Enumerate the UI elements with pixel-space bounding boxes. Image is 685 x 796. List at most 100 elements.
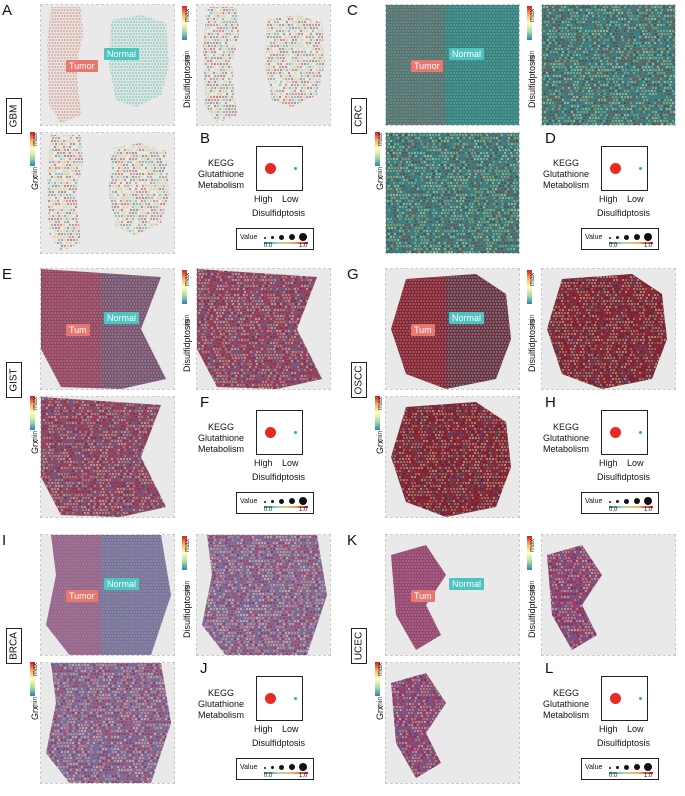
colorbar-max-label: max bbox=[377, 663, 384, 676]
kegg-line: Glutathione bbox=[531, 433, 601, 444]
legend-size-dot bbox=[616, 766, 619, 769]
panel-block-crc: C Tumor Normal max min Disulfidptosis CRC max mi… bbox=[345, 0, 685, 262]
dot-plot-frame bbox=[256, 410, 303, 455]
legend-title: Value bbox=[585, 498, 602, 505]
disulfidptosis-score-image bbox=[541, 534, 676, 656]
kegg-line: Glutathione bbox=[186, 169, 256, 180]
grx-score-image bbox=[385, 132, 520, 254]
panel-letter: H bbox=[545, 394, 556, 411]
x-tick-low: Low bbox=[627, 724, 644, 734]
legend-size-dot bbox=[634, 498, 640, 504]
grx-score-image bbox=[40, 662, 175, 784]
legend-min-label: 0.0 bbox=[264, 773, 272, 779]
kegg-pathway-label: KEGG Glutathione Metabolism bbox=[186, 688, 256, 721]
kegg-line: KEGG bbox=[531, 688, 601, 699]
grx-score-image bbox=[40, 396, 175, 518]
tumor-label: Tumor bbox=[66, 60, 98, 72]
x-tick-high: High bbox=[254, 724, 273, 734]
high-dot bbox=[610, 693, 621, 704]
tumor-label: Tumor bbox=[411, 60, 443, 72]
colorbar-max-label: max bbox=[184, 539, 191, 552]
kegg-pathway-label: KEGG Glutathione Metabolism bbox=[531, 158, 601, 191]
panel-letter: D bbox=[545, 130, 556, 147]
panel-letter: B bbox=[200, 130, 210, 147]
panel-block-gist: E Tum Normal max min Disulfidptosis GIST max min… bbox=[0, 264, 340, 526]
colorbar-max-label: max bbox=[184, 9, 191, 22]
cancer-type-label: GBM bbox=[6, 98, 22, 134]
legend-size-dot bbox=[624, 765, 629, 770]
legend-gradient bbox=[264, 242, 308, 244]
x-tick-high: High bbox=[599, 194, 618, 204]
colorbar bbox=[375, 132, 380, 166]
dot-plot-frame bbox=[256, 146, 303, 191]
low-dot bbox=[294, 167, 297, 170]
x-axis-title: Disulfidptosis bbox=[597, 208, 650, 218]
legend-size-dot bbox=[644, 763, 652, 771]
colorbar bbox=[30, 132, 35, 166]
colorbar bbox=[375, 396, 380, 430]
x-axis-title: Disulfidptosis bbox=[252, 472, 305, 482]
colorbar-max-label: max bbox=[529, 9, 536, 22]
legend-size-dot bbox=[609, 501, 611, 503]
colorbar-max-label: max bbox=[184, 273, 191, 286]
normal-label: Normal bbox=[449, 48, 485, 60]
disulfidptosis-score-image bbox=[541, 268, 676, 390]
cancer-type-label: BRCA bbox=[6, 628, 22, 664]
dot-plot-frame bbox=[601, 410, 648, 455]
disulfidptosis-score-image bbox=[196, 534, 331, 656]
legend-size-dot bbox=[616, 236, 619, 239]
colorbar-max-label: max bbox=[32, 397, 39, 410]
x-tick-high: High bbox=[254, 194, 273, 204]
kegg-line: KEGG bbox=[186, 158, 256, 169]
colorbar-max-label: max bbox=[377, 133, 384, 146]
grx-axis-label: Grx bbox=[375, 176, 385, 191]
legend-size-dot bbox=[609, 767, 611, 769]
panel-letter: J bbox=[200, 660, 208, 677]
legend-gradient bbox=[609, 242, 653, 244]
panel-letter: G bbox=[347, 266, 359, 283]
x-tick-low: Low bbox=[282, 194, 299, 204]
disulfidptosis-axis-label: Disulfidptosis bbox=[527, 319, 537, 372]
legend-size-dot bbox=[271, 236, 274, 239]
panel-letter: F bbox=[200, 394, 209, 411]
x-tick-high: High bbox=[599, 724, 618, 734]
panel-block-oscc: G Tum Normal max min Disulfidptosis OSCC max min… bbox=[345, 264, 685, 526]
tissue-cluster-image bbox=[385, 268, 520, 390]
cancer-type-label: GIST bbox=[6, 362, 22, 398]
legend-gradient bbox=[264, 772, 308, 774]
legend-gradient bbox=[609, 506, 653, 508]
legend-size-dot bbox=[271, 766, 274, 769]
cancer-type-text: GIST bbox=[9, 368, 20, 391]
disulfidptosis-score-image bbox=[196, 268, 331, 390]
colorbar-max-label: max bbox=[377, 397, 384, 410]
x-axis-title: Disulfidptosis bbox=[597, 738, 650, 748]
colorbar-max-label: max bbox=[529, 273, 536, 286]
legend-size-dot bbox=[644, 233, 652, 241]
x-tick-high: High bbox=[254, 458, 273, 468]
x-axis-title: Disulfidptosis bbox=[252, 208, 305, 218]
value-legend: Value 0.0 1.0 bbox=[236, 758, 314, 780]
legend-size-dot bbox=[616, 500, 619, 503]
high-dot bbox=[610, 163, 621, 174]
colorbar bbox=[182, 6, 187, 40]
low-dot bbox=[294, 697, 297, 700]
legend-size-dot bbox=[289, 498, 295, 504]
legend-size-dot bbox=[271, 500, 274, 503]
x-axis-title: Disulfidptosis bbox=[252, 738, 305, 748]
value-legend: Value 0.0 1.0 bbox=[236, 228, 314, 250]
panel-letter: E bbox=[2, 266, 12, 283]
disulfidptosis-score-image bbox=[541, 4, 676, 126]
disulfidptosis-axis-label: Disulfidptosis bbox=[527, 55, 537, 108]
legend-size-dot bbox=[264, 237, 266, 239]
kegg-line: Metabolism bbox=[531, 710, 601, 721]
kegg-line: KEGG bbox=[186, 422, 256, 433]
high-dot bbox=[265, 163, 276, 174]
normal-label: Normal bbox=[104, 48, 140, 60]
colorbar bbox=[527, 6, 532, 40]
panel-letter: L bbox=[545, 660, 553, 677]
legend-title: Value bbox=[240, 764, 257, 771]
disulfidptosis-axis-label: Disulfidptosis bbox=[527, 585, 537, 638]
legend-size-dot bbox=[279, 499, 284, 504]
legend-size-dot bbox=[299, 763, 307, 771]
legend-size-dot bbox=[634, 764, 640, 770]
